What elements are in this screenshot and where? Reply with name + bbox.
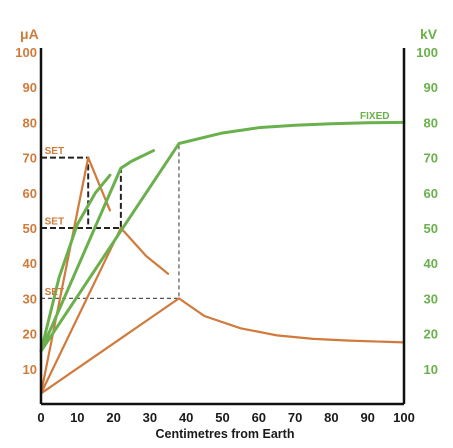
series-line-2 xyxy=(39,226,170,395)
guide-line-2 xyxy=(41,168,122,229)
right-y-tick-label: 20 xyxy=(424,327,438,342)
x-tick-label: 90 xyxy=(360,410,374,425)
x-tick-label: 100 xyxy=(393,410,415,425)
x-tick-label: 60 xyxy=(252,410,266,425)
set-label: SET xyxy=(45,216,64,227)
series-line-6 xyxy=(39,120,406,353)
annotations: SET SET SET FIXED xyxy=(45,111,390,298)
x-tick-label: 10 xyxy=(70,410,84,425)
left-unit-label: μA xyxy=(20,26,39,42)
series-lines xyxy=(39,120,406,395)
left-y-tick-label: 70 xyxy=(23,151,37,166)
set-label: SET xyxy=(45,287,64,298)
left-y-tick-label: 20 xyxy=(23,327,37,342)
x-tick-label: 0 xyxy=(37,410,44,425)
right-y-tick-label: 10 xyxy=(424,362,438,377)
series-line-5 xyxy=(39,149,156,353)
x-tick-label: 50 xyxy=(215,410,229,425)
set-label: SET xyxy=(45,146,64,157)
right-unit-label: kV xyxy=(420,26,438,42)
right-y-tick-label: 40 xyxy=(424,256,438,271)
x-axis-label: Centimetres from Earth xyxy=(156,427,295,441)
left-y-tick-label: 100 xyxy=(15,45,37,60)
left-y-tick-label: 60 xyxy=(23,186,37,201)
left-y-tick-label: 10 xyxy=(23,362,37,377)
series-line-4 xyxy=(39,173,112,353)
left-y-tick-label: 80 xyxy=(23,115,37,130)
left-y-tick-labels: 10 20 30 40 50 60 70 80 90 100 xyxy=(15,45,37,377)
left-y-tick-label: 90 xyxy=(23,80,37,95)
left-y-tick-label: 40 xyxy=(23,256,37,271)
right-y-tick-label: 100 xyxy=(416,45,438,60)
right-y-tick-label: 50 xyxy=(424,221,438,236)
left-y-tick-label: 30 xyxy=(23,291,37,306)
x-tick-label: 80 xyxy=(324,410,338,425)
series-line-3 xyxy=(39,297,406,395)
x-tick-label: 40 xyxy=(179,410,193,425)
right-y-tick-label: 90 xyxy=(424,80,438,95)
x-tick-labels: 0 10 20 30 40 50 60 70 80 90 100 xyxy=(37,410,414,425)
x-tick-label: 20 xyxy=(106,410,120,425)
x-tick-label: 70 xyxy=(288,410,302,425)
right-y-tick-label: 80 xyxy=(424,115,438,130)
right-y-tick-labels: 10 20 30 40 50 60 70 80 90 100 xyxy=(416,45,438,377)
fixed-label: FIXED xyxy=(360,111,389,122)
left-y-tick-label: 50 xyxy=(23,221,37,236)
right-y-tick-label: 70 xyxy=(424,151,438,166)
x-tick-label: 30 xyxy=(143,410,157,425)
right-y-tick-label: 60 xyxy=(424,186,438,201)
right-y-tick-label: 30 xyxy=(424,291,438,306)
